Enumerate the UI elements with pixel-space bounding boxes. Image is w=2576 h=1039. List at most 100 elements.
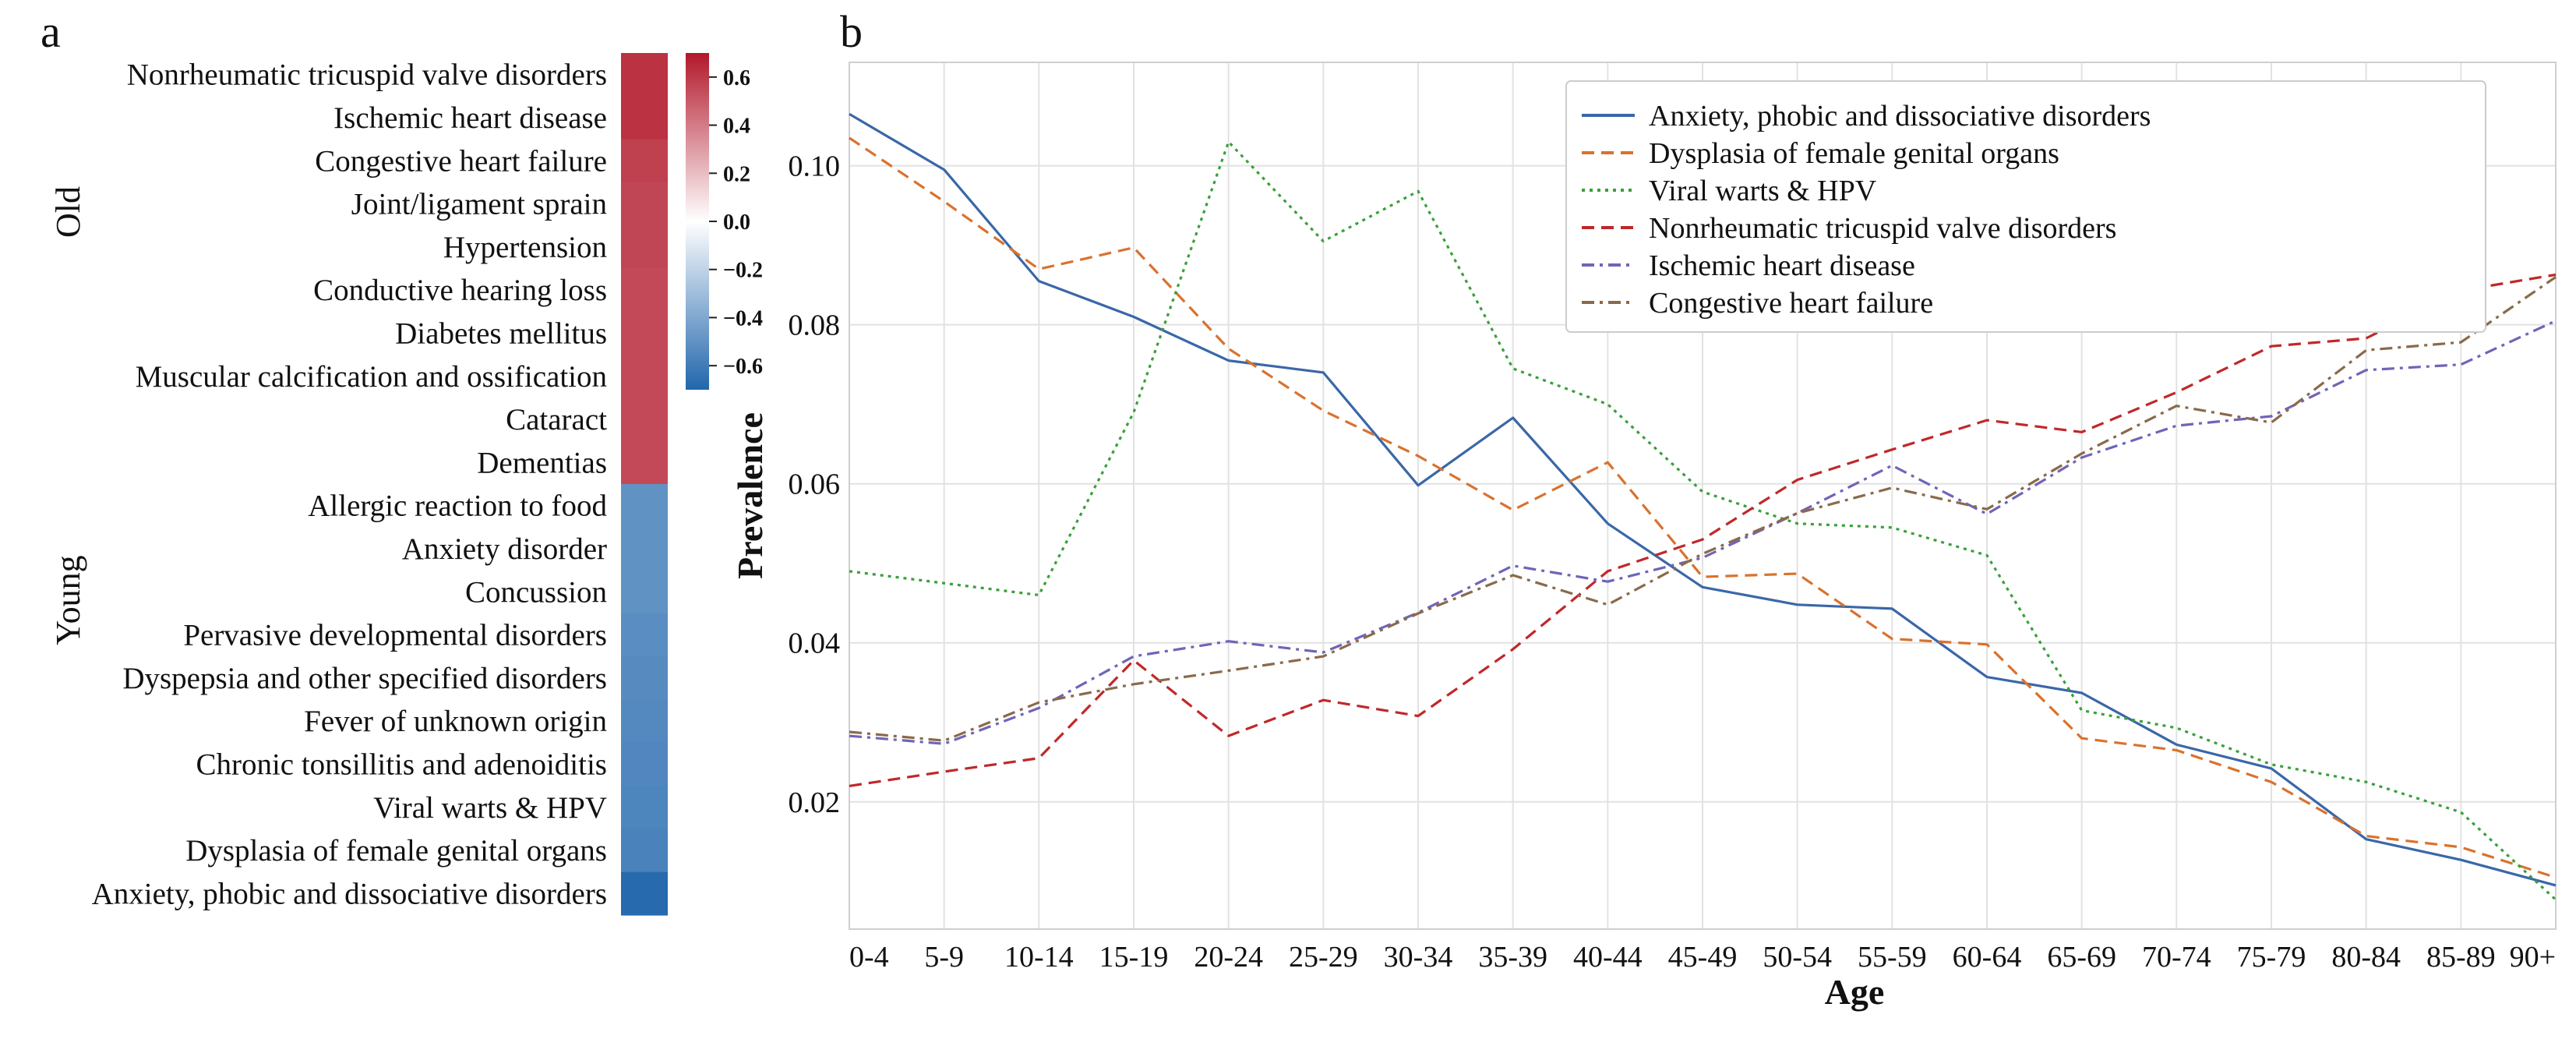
heatmap-cell <box>621 570 668 614</box>
heatmap-cell <box>621 527 668 571</box>
x-tick-label: 60-64 <box>1953 941 2022 974</box>
x-axis-ticks: 0-4 5-9 10-14 15-19 20-24 25-29 30-34 35-39 40-4… <box>849 941 2556 974</box>
heatmap-cell <box>621 398 668 442</box>
legend-label: Ischemic heart disease <box>1649 249 1915 282</box>
x-tick-label: 25-29 <box>1289 941 1358 974</box>
series-line-ischemic-heart-disease <box>849 320 2557 745</box>
colorbar-tick-label: −0.2 <box>723 259 763 283</box>
heatmap-row-label: Viral warts & HPV <box>373 791 607 825</box>
series-line-congestive-heart-failure <box>849 276 2557 742</box>
heatmap-cell <box>621 139 668 183</box>
heatmap-row-label: Concussion <box>465 575 607 609</box>
heatmap-row-label: Congestive heart failure <box>315 144 607 178</box>
x-tick-label: 80-84 <box>2331 941 2401 974</box>
heatmap-row-label: Hypertension <box>443 231 607 264</box>
colorbar-tick-label: 0.0 <box>723 210 750 235</box>
series-line-dysplasia-of-female-genital-organs <box>849 136 2557 879</box>
x-tick-label: 10-14 <box>1004 941 1074 974</box>
heatmap-row-label: Dementias <box>477 446 607 479</box>
x-tick-label: 20-24 <box>1194 941 1263 974</box>
heatmap-row-label: Chronic tonsillitis and adenoiditis <box>196 747 607 781</box>
heatmap-cell <box>621 355 668 398</box>
x-tick-label: 5-9 <box>924 941 964 974</box>
x-tick-label: 85-89 <box>2426 941 2496 974</box>
heatmap-cell <box>621 699 668 744</box>
group-label-old: Old <box>49 186 87 238</box>
x-tick-label: 65-69 <box>2047 941 2116 974</box>
heatmap-row-label: Fever of unknown origin <box>304 705 607 738</box>
colorbar-tick-label: −0.6 <box>723 355 763 379</box>
x-tick-label: 30-34 <box>1384 941 1453 974</box>
x-tick-label: 0-4 <box>849 941 889 974</box>
series-line-nonrheumatic-tricuspid-valve-disorders <box>849 273 2557 787</box>
y-tick-label: 0.10 <box>789 150 841 183</box>
heatmap-row-label: Diabetes mellitus <box>395 316 607 350</box>
x-tick-label: 15-19 <box>1099 941 1169 974</box>
legend-items: Anxiety, phobic and dissociative disorde… <box>1582 100 2151 320</box>
colorbar-tick-label: 0.4 <box>723 115 750 139</box>
y-axis-title: Prevalence <box>730 412 770 579</box>
panel-a-label: a <box>41 6 61 57</box>
x-tick-label: 40-44 <box>1573 941 1643 974</box>
x-tick-label: 45-49 <box>1668 941 1738 974</box>
legend-label: Anxiety, phobic and dissociative disorde… <box>1649 100 2151 133</box>
colorbar-tick-label: −0.4 <box>723 306 763 330</box>
legend-label: Dysplasia of female genital organs <box>1649 137 2059 170</box>
y-tick-label: 0.08 <box>789 309 841 342</box>
heatmap-row-label: Nonrheumatic tricuspid valve disorders <box>127 58 607 92</box>
panel-a: a Old Young Nonrheumatic tricuspid valve… <box>41 6 763 916</box>
heatmap-cell <box>621 613 668 657</box>
legend-box <box>1565 80 2486 333</box>
colorbar-tick-label: 0.2 <box>723 162 750 186</box>
y-axis-ticks: 0.02 0.04 0.06 0.08 0.10 <box>789 150 841 819</box>
colorbar-tick-label: 0.6 <box>723 66 750 90</box>
x-axis-title: Age <box>1825 972 1885 1012</box>
heatmap-cell <box>621 829 668 873</box>
x-tick-label: 50-54 <box>1763 941 1832 974</box>
colorbar-ticks: 0.6 0.4 0.2 0.0 −0.2 −0.4 −0.6 <box>709 66 763 379</box>
x-tick-label: 90+ <box>2510 941 2556 974</box>
plot-area-frame <box>849 62 2557 930</box>
heatmap-row-label: Cataract <box>506 403 607 436</box>
heatmap-cell <box>621 53 668 97</box>
heatmap-row-label: Joint/ligament sprain <box>351 188 607 221</box>
y-tick-label: 0.06 <box>789 468 841 501</box>
heatmap-row-label: Ischemic heart disease <box>333 101 607 135</box>
x-tick-label: 55-59 <box>1858 941 1927 974</box>
heatmap-cell <box>621 786 668 829</box>
panel-b: b 0.02 0.04 0.06 0.08 0.10 0-4 5-9 10-14 15-19 2… <box>730 6 2557 1012</box>
heatmap-cell <box>621 656 668 701</box>
heatmap-row-label: Anxiety, phobic and dissociative disorde… <box>92 877 607 910</box>
y-tick-label: 0.04 <box>789 627 841 660</box>
heatmap-row-label: Muscular calcification and ossification <box>136 360 607 394</box>
colorbar: 0.6 0.4 0.2 0.0 −0.2 −0.4 −0.6 <box>686 53 763 390</box>
y-tick-label: 0.02 <box>789 786 841 819</box>
legend-label: Congestive heart failure <box>1649 287 1933 320</box>
legend-label: Nonrheumatic tricuspid valve disorders <box>1649 212 2116 245</box>
heatmap-cell <box>621 268 668 313</box>
heatmap-cell <box>621 225 668 270</box>
heatmap-row-label: Dyspepsia and other specified disorders <box>122 662 607 695</box>
heatmap-cell <box>621 742 668 786</box>
group-label-young: Young <box>49 555 87 645</box>
heatmap-row-label: Anxiety disorder <box>402 532 607 566</box>
legend-label: Viral warts & HPV <box>1649 175 1877 207</box>
colorbar-gradient <box>686 53 709 390</box>
line-series <box>849 112 2557 901</box>
x-tick-label: 70-74 <box>2142 941 2211 974</box>
x-tick-label: 35-39 <box>1478 941 1547 974</box>
heatmap-row-label: Conductive hearing loss <box>313 274 607 307</box>
heatmap-row-label: Dysplasia of female genital organs <box>185 834 607 868</box>
x-tick-label: 75-79 <box>2237 941 2306 974</box>
heatmap-cell <box>621 182 668 226</box>
series-line-anxiety-phobic-and-dissociative-disorders <box>849 112 2557 887</box>
heatmap-cell <box>621 484 668 528</box>
heatmap-row-label: Allergic reaction to food <box>308 489 607 523</box>
heatmap-cell <box>621 96 668 140</box>
legend: Anxiety, phobic and dissociative disorde… <box>1565 80 2486 333</box>
panel-b-label: b <box>840 6 863 57</box>
heatmap-cell <box>621 440 668 485</box>
heatmap-row-label: Pervasive developmental disorders <box>183 619 607 652</box>
heatmap-cell <box>621 311 668 355</box>
